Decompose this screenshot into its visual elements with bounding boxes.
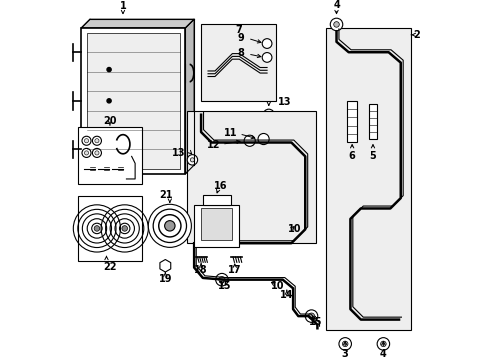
Text: 19: 19 bbox=[158, 274, 172, 284]
Text: 3: 3 bbox=[341, 349, 348, 359]
Text: 10: 10 bbox=[287, 224, 301, 234]
Circle shape bbox=[263, 109, 274, 120]
Text: 20: 20 bbox=[103, 116, 117, 126]
Circle shape bbox=[262, 53, 271, 62]
Bar bbox=[201, 24, 275, 101]
Circle shape bbox=[244, 135, 255, 146]
Circle shape bbox=[107, 67, 111, 72]
Circle shape bbox=[329, 18, 342, 31]
Text: 21: 21 bbox=[159, 190, 173, 200]
Text: 10: 10 bbox=[270, 280, 284, 291]
Circle shape bbox=[95, 151, 99, 155]
Bar bbox=[346, 101, 357, 143]
Circle shape bbox=[84, 151, 88, 155]
Bar bbox=[187, 111, 315, 243]
Text: 5: 5 bbox=[369, 152, 376, 161]
Circle shape bbox=[376, 338, 389, 350]
Circle shape bbox=[258, 134, 268, 145]
Circle shape bbox=[107, 99, 111, 103]
Bar bbox=[86, 33, 180, 168]
Bar bbox=[78, 127, 142, 184]
Circle shape bbox=[380, 341, 386, 347]
Text: 12: 12 bbox=[206, 140, 220, 150]
Bar bbox=[81, 28, 185, 174]
Bar bbox=[201, 208, 232, 240]
Circle shape bbox=[190, 158, 194, 162]
Text: 4: 4 bbox=[379, 349, 386, 359]
Text: 2: 2 bbox=[412, 30, 419, 40]
Circle shape bbox=[305, 310, 317, 322]
Circle shape bbox=[342, 341, 347, 347]
Bar bbox=[78, 196, 142, 261]
Circle shape bbox=[153, 209, 186, 243]
Circle shape bbox=[187, 155, 197, 165]
Circle shape bbox=[82, 136, 91, 145]
Circle shape bbox=[338, 338, 351, 350]
Polygon shape bbox=[81, 19, 194, 28]
Circle shape bbox=[164, 221, 175, 231]
Circle shape bbox=[148, 204, 191, 247]
Circle shape bbox=[95, 139, 99, 143]
Circle shape bbox=[92, 136, 101, 145]
Circle shape bbox=[266, 112, 271, 117]
Circle shape bbox=[333, 22, 339, 27]
Circle shape bbox=[84, 139, 88, 143]
Polygon shape bbox=[160, 260, 170, 272]
Text: 1: 1 bbox=[120, 1, 126, 11]
Text: 17: 17 bbox=[227, 265, 241, 275]
Text: 4: 4 bbox=[332, 0, 339, 10]
Circle shape bbox=[262, 39, 271, 48]
Circle shape bbox=[94, 226, 100, 231]
Circle shape bbox=[159, 215, 181, 237]
Text: 7: 7 bbox=[235, 24, 241, 35]
Bar bbox=[325, 28, 410, 330]
Circle shape bbox=[218, 276, 224, 283]
Circle shape bbox=[92, 148, 101, 157]
Text: 22: 22 bbox=[103, 262, 117, 272]
Text: 18: 18 bbox=[194, 265, 207, 275]
Polygon shape bbox=[185, 19, 194, 174]
Circle shape bbox=[82, 148, 91, 157]
Text: 15: 15 bbox=[218, 280, 231, 291]
Bar bbox=[203, 195, 230, 205]
Bar bbox=[194, 205, 239, 247]
Text: 15: 15 bbox=[308, 317, 322, 327]
Text: 6: 6 bbox=[348, 152, 355, 161]
Circle shape bbox=[215, 273, 228, 286]
Text: 9: 9 bbox=[237, 33, 244, 42]
Circle shape bbox=[308, 313, 314, 319]
Text: 13: 13 bbox=[277, 97, 290, 107]
Text: 14: 14 bbox=[280, 290, 293, 300]
Text: 8: 8 bbox=[237, 48, 244, 58]
Bar bbox=[368, 104, 376, 139]
Text: 13: 13 bbox=[172, 148, 185, 158]
Text: 16: 16 bbox=[213, 181, 226, 191]
Circle shape bbox=[122, 226, 127, 231]
Text: 11: 11 bbox=[224, 128, 237, 138]
